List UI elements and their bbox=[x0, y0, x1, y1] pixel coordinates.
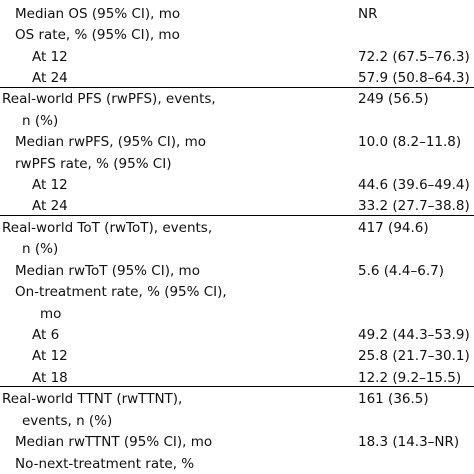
section-divider bbox=[0, 87, 474, 88]
row-value: 18.3 (14.3–NR) bbox=[358, 434, 460, 450]
row-value: 249 (56.5) bbox=[358, 91, 429, 107]
table-row: At 6 49.2 (44.3–53.9) bbox=[0, 325, 474, 345]
row-label: At 12 bbox=[32, 348, 68, 364]
row-label: At 24 bbox=[32, 198, 68, 214]
row-label: Median rwTTNT (95% CI), mo bbox=[15, 434, 213, 450]
row-value: 10.0 (8.2–11.8) bbox=[358, 134, 462, 150]
table-row: Median OS (95% CI), mo NR bbox=[0, 4, 474, 24]
row-label: Real-world ToT (rwToT), events, bbox=[2, 220, 213, 236]
row-label: At 12 bbox=[32, 177, 68, 193]
row-label: At 24 bbox=[32, 70, 68, 86]
row-value: 5.6 (4.4–6.7) bbox=[358, 263, 444, 279]
section-divider bbox=[0, 215, 474, 216]
row-value: 72.2 (67.5–76.3) bbox=[358, 49, 470, 65]
row-label: Median rwPFS, (95% CI), mo bbox=[15, 134, 207, 150]
table-row: mo bbox=[0, 304, 474, 324]
row-label: Median rwToT (95% CI), mo bbox=[15, 263, 200, 279]
table-row: At 24 33.2 (27.7–38.8) bbox=[0, 196, 474, 216]
table-row: Real-world TTNT (rwTTNT), 161 (36.5) bbox=[0, 389, 474, 409]
table-row: Median rwToT (95% CI), mo 5.6 (4.4–6.7) bbox=[0, 261, 474, 281]
row-value: NR bbox=[358, 6, 378, 22]
row-label: mo bbox=[40, 306, 62, 322]
table-row: At 18 12.2 (9.2–15.5) bbox=[0, 368, 474, 388]
table-row: At 12 72.2 (67.5–76.3) bbox=[0, 47, 474, 67]
row-label: OS rate, % (95% CI), mo bbox=[15, 27, 180, 43]
row-label: At 18 bbox=[32, 370, 68, 386]
table-row: Real-world PFS (rwPFS), events, 249 (56.… bbox=[0, 89, 474, 109]
row-value: 417 (94.6) bbox=[358, 220, 429, 236]
table-row: At 24 57.9 (50.8–64.3) bbox=[0, 68, 474, 88]
table-row: n (%) bbox=[0, 239, 474, 259]
row-label: n (%) bbox=[22, 241, 59, 257]
row-label: n (%) bbox=[22, 113, 59, 129]
table-row: Median rwPFS, (95% CI), mo 10.0 (8.2–11.… bbox=[0, 132, 474, 152]
table-row: n (%) bbox=[0, 111, 474, 131]
table-row: OS rate, % (95% CI), mo bbox=[0, 25, 474, 45]
row-label: At 6 bbox=[32, 327, 60, 343]
table-row: Real-world ToT (rwToT), events, 417 (94.… bbox=[0, 218, 474, 238]
table-row: On-treatment rate, % (95% CI), bbox=[0, 282, 474, 302]
table-row: Median rwTTNT (95% CI), mo 18.3 (14.3–NR… bbox=[0, 432, 474, 452]
row-label: Real-world TTNT (rwTTNT), bbox=[2, 391, 183, 407]
table-row: At 12 25.8 (21.7–30.1) bbox=[0, 346, 474, 366]
row-label: On-treatment rate, % (95% CI), bbox=[15, 284, 227, 300]
row-value: 49.2 (44.3–53.9) bbox=[358, 327, 470, 343]
row-value: 33.2 (27.7–38.8) bbox=[358, 198, 470, 214]
table-row: No-next-treatment rate, % bbox=[0, 454, 474, 474]
row-label: At 12 bbox=[32, 49, 68, 65]
row-value: 25.8 (21.7–30.1) bbox=[358, 348, 470, 364]
table-row: events, n (%) bbox=[0, 411, 474, 431]
row-value: 12.2 (9.2–15.5) bbox=[358, 370, 462, 386]
row-value: 44.6 (39.6–49.4) bbox=[358, 177, 470, 193]
row-value: 161 (36.5) bbox=[358, 391, 429, 407]
row-label: Real-world PFS (rwPFS), events, bbox=[2, 91, 216, 107]
row-value: 57.9 (50.8–64.3) bbox=[358, 70, 470, 86]
row-label: Median OS (95% CI), mo bbox=[15, 6, 181, 22]
table-row: rwPFS rate, % (95% CI) bbox=[0, 154, 474, 174]
row-label: No-next-treatment rate, % bbox=[15, 456, 195, 472]
section-divider bbox=[0, 386, 474, 387]
row-label: rwPFS rate, % (95% CI) bbox=[15, 156, 172, 172]
row-label: events, n (%) bbox=[22, 413, 113, 429]
table-row: At 12 44.6 (39.6–49.4) bbox=[0, 175, 474, 195]
